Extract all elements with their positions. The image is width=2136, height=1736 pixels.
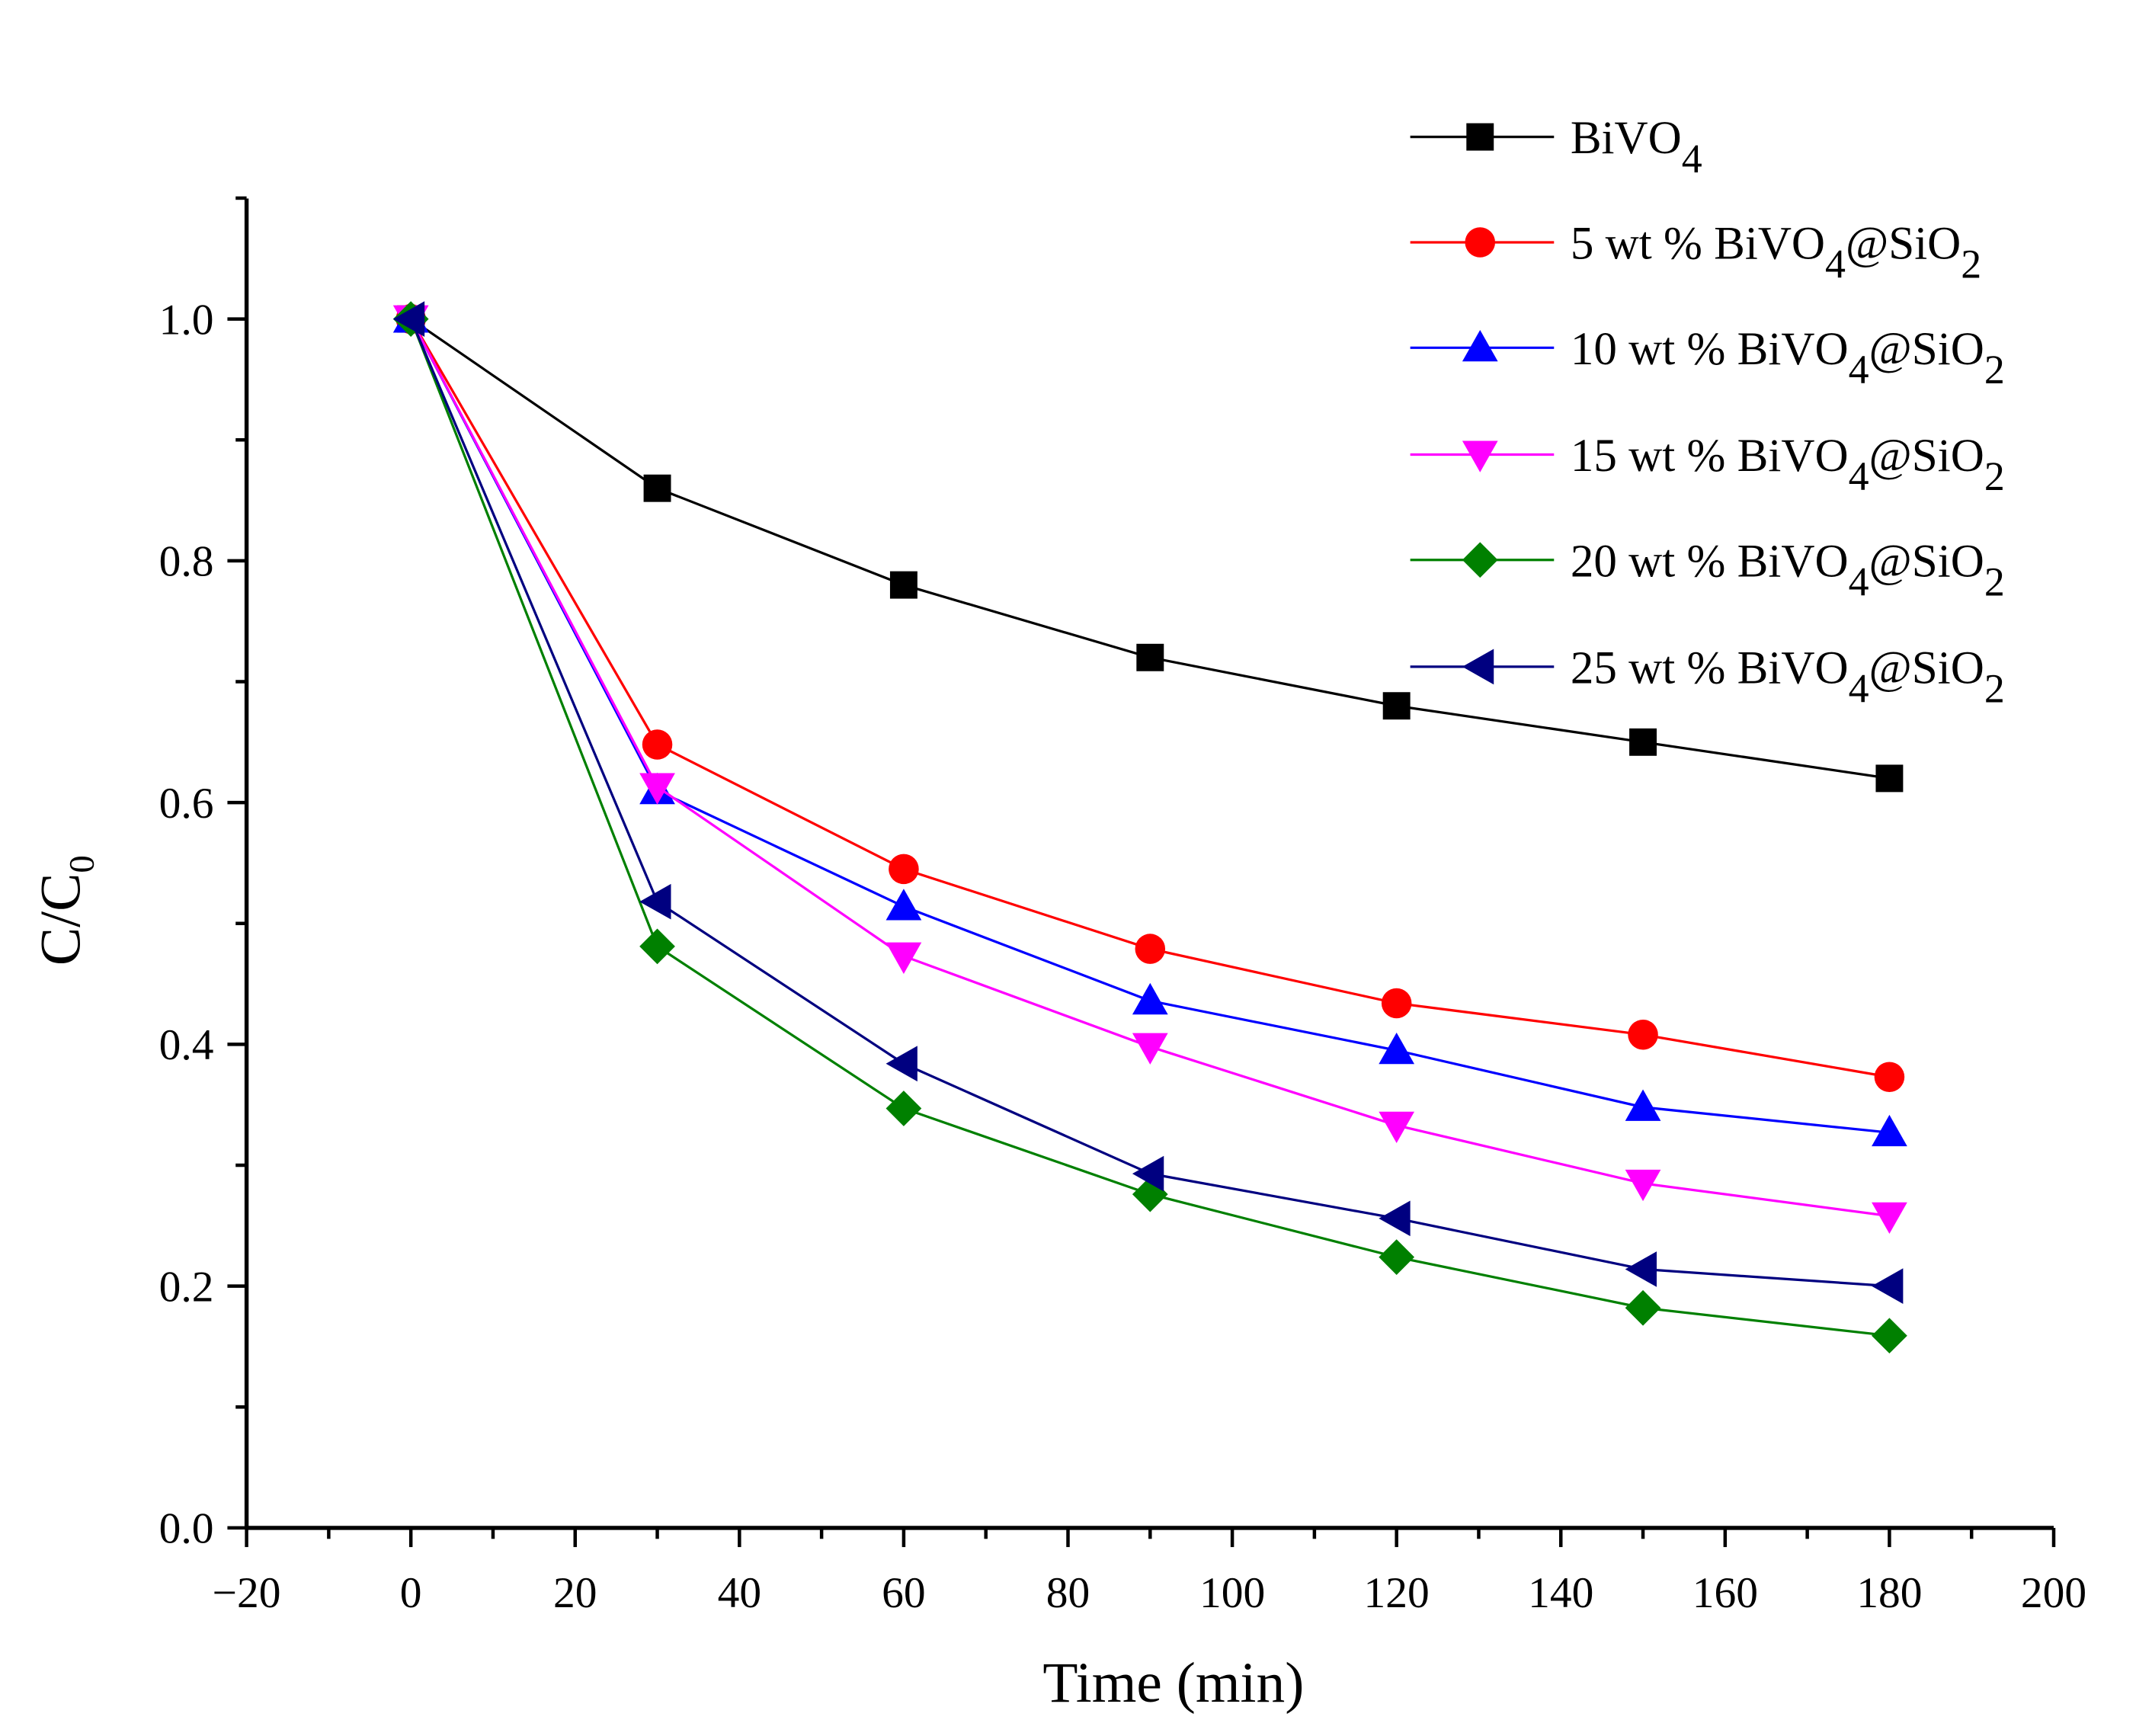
x-tick-label: 140 — [1528, 1569, 1593, 1617]
x-tick-label: 200 — [2021, 1569, 2086, 1617]
legend-item: 15 wt % BiVO4@SiO2 — [1410, 431, 2005, 499]
triangle-down-marker — [1462, 440, 1498, 472]
triangle-up-marker — [885, 889, 922, 921]
x-axis-title: Time (min) — [1042, 1651, 1304, 1715]
legend-item: 20 wt % BiVO4@SiO2 — [1410, 536, 2005, 604]
series-2 — [392, 301, 1907, 1147]
triangle-down-marker — [1872, 1202, 1907, 1235]
triangle-left-marker — [1462, 649, 1494, 685]
y-tick-label: 0.6 — [159, 780, 214, 828]
triangle-left-marker — [1872, 1268, 1904, 1305]
legend-item: 10 wt % BiVO4@SiO2 — [1410, 324, 2005, 392]
legend-label: 10 wt % BiVO4@SiO2 — [1571, 324, 2005, 392]
plot-area — [392, 301, 1907, 1354]
triangle-down-marker — [1379, 1111, 1415, 1144]
circle-marker — [1381, 988, 1412, 1019]
diamond-marker — [1462, 542, 1498, 578]
triangle-down-marker — [1625, 1169, 1661, 1202]
y-tick-label: 0.4 — [159, 1021, 214, 1069]
diamond-marker — [639, 928, 675, 965]
triangle-left-marker — [885, 1046, 917, 1082]
triangle-left-marker — [1625, 1251, 1657, 1287]
square-marker — [1382, 692, 1411, 720]
square-marker — [889, 571, 917, 599]
y-tick-label: 0.0 — [159, 1505, 214, 1553]
circle-marker — [1874, 1062, 1905, 1092]
x-tick-label: 180 — [1856, 1569, 1922, 1617]
triangle-left-marker — [392, 301, 425, 337]
x-tick-label: 0 — [400, 1569, 422, 1617]
y-axis-title: C/C0 — [29, 855, 101, 966]
x-tick-label: 120 — [1364, 1569, 1430, 1617]
axes: −20 0 20 40 60 80 100 120 140 160 180 200 0.0 0.2 0.4 0… — [159, 196, 2086, 1617]
circle-marker — [1628, 1019, 1658, 1050]
legend-label: 25 wt % BiVO4@SiO2 — [1571, 642, 2005, 711]
square-marker — [1466, 123, 1494, 151]
legend-item: BiVO4 — [1410, 113, 1702, 181]
series-3 — [392, 305, 1907, 1235]
legend-label: BiVO4 — [1571, 113, 1702, 181]
legend-label: 15 wt % BiVO4@SiO2 — [1571, 431, 2005, 499]
x-tick-label: 100 — [1199, 1569, 1265, 1617]
y-tick-label: 0.2 — [159, 1263, 214, 1311]
square-marker — [1629, 728, 1657, 756]
x-tick-label: 20 — [553, 1569, 597, 1617]
square-marker — [1875, 764, 1904, 793]
legend-item: 5 wt % BiVO4@SiO2 — [1410, 219, 1981, 287]
legend-label: 5 wt % BiVO4@SiO2 — [1571, 219, 1981, 287]
triangle-up-marker — [1132, 982, 1168, 1015]
triangle-down-marker — [885, 942, 922, 974]
diamond-marker — [1379, 1239, 1415, 1275]
diamond-marker — [1625, 1289, 1661, 1326]
diamond-marker — [885, 1091, 922, 1126]
y-tick-label: 1.0 — [159, 296, 214, 344]
x-tick-label: 40 — [718, 1569, 761, 1617]
triangle-left-marker — [1379, 1200, 1411, 1237]
square-marker — [1136, 643, 1164, 671]
triangle-down-marker — [1132, 1033, 1168, 1065]
circle-marker — [1135, 934, 1166, 964]
triangle-up-marker — [1872, 1114, 1907, 1147]
diamond-marker — [1872, 1318, 1907, 1354]
circle-marker — [642, 729, 673, 760]
y-tick-label: 0.8 — [159, 538, 214, 586]
square-marker — [643, 474, 671, 502]
circle-marker — [1465, 227, 1496, 258]
circle-marker — [889, 854, 919, 885]
x-tick-label: −20 — [213, 1569, 281, 1617]
triangle-left-marker — [1132, 1155, 1164, 1192]
legend-label: 20 wt % BiVO4@SiO2 — [1571, 536, 2005, 604]
triangle-up-marker — [1462, 329, 1498, 362]
triangle-left-marker — [639, 883, 671, 920]
x-tick-label: 60 — [882, 1569, 925, 1617]
triangle-up-marker — [1379, 1032, 1415, 1065]
triangle-down-marker — [639, 773, 675, 805]
series-1 — [395, 303, 1905, 1092]
series-5 — [392, 301, 1904, 1305]
x-tick-label: 160 — [1692, 1569, 1758, 1617]
legend-item: 25 wt % BiVO4@SiO2 — [1410, 642, 2005, 712]
triangle-up-marker — [1625, 1089, 1661, 1121]
legend: BiVO4 5 wt % BiVO4@SiO2 10 wt % BiVO4@SiO2… — [1410, 113, 2005, 712]
x-tick-label: 80 — [1046, 1569, 1090, 1617]
